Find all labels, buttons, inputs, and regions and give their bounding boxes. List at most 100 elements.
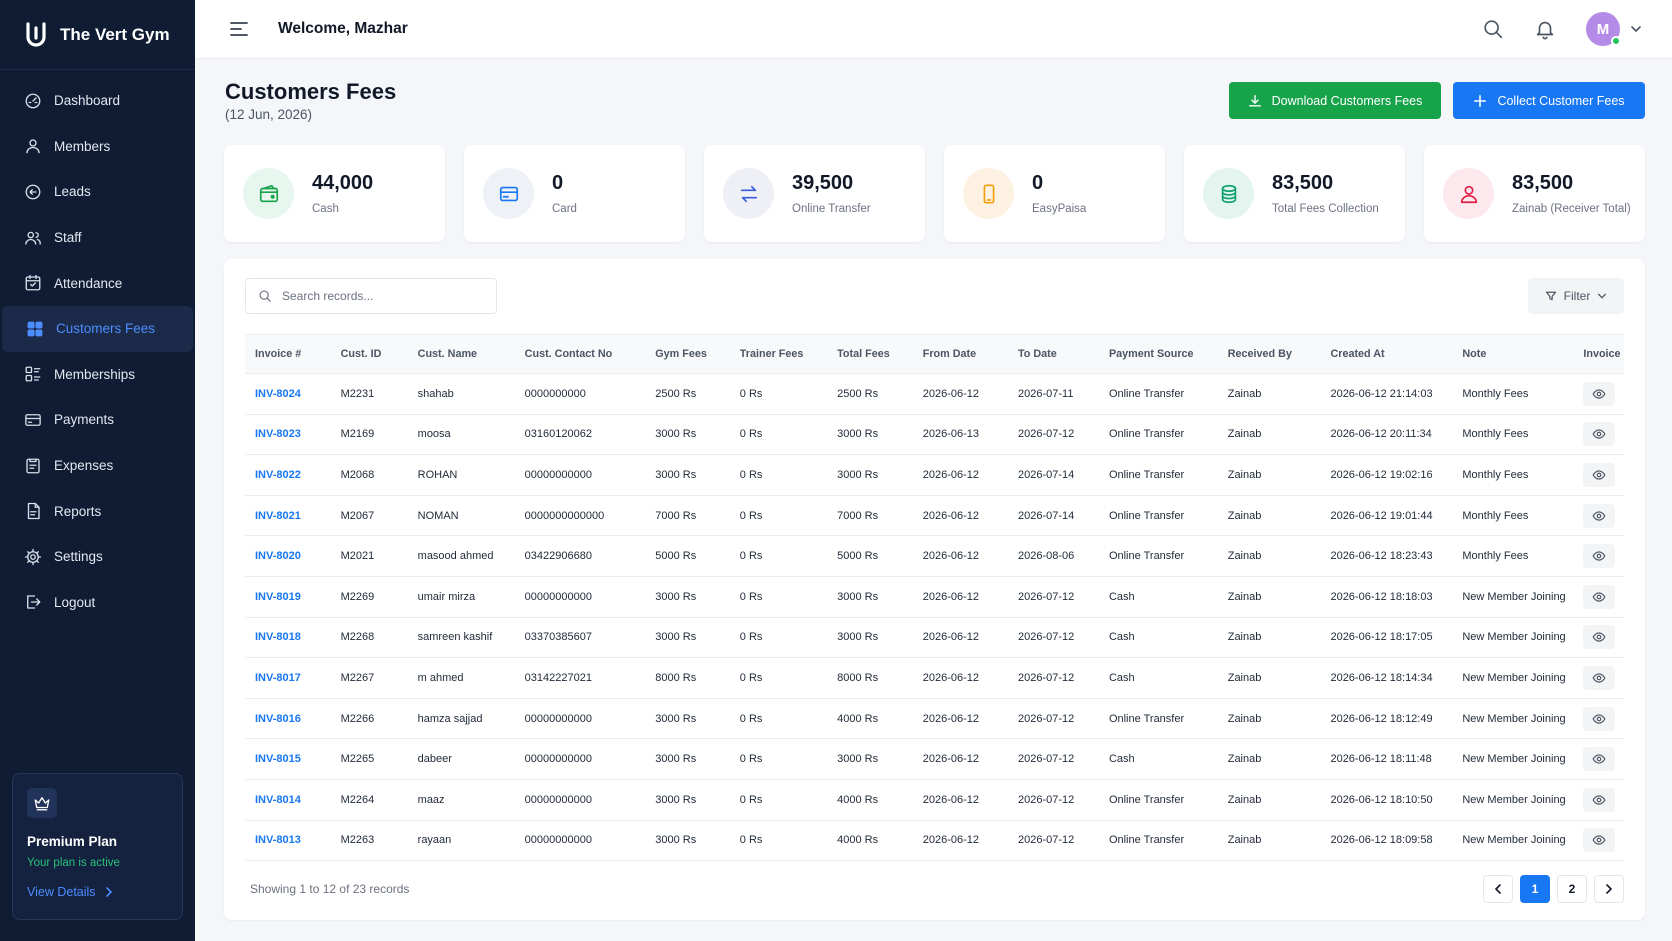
table-cell: M2264: [330, 779, 408, 821]
invoice-link[interactable]: INV-8021: [245, 495, 331, 537]
table-cell: 4000 Rs: [827, 779, 913, 821]
filter-button[interactable]: Filter: [1528, 278, 1624, 314]
sidebar-item-payments[interactable]: Payments: [0, 397, 195, 443]
stat-text: 0 EasyPaisa: [1032, 172, 1086, 215]
table-cell: Online Transfer: [1098, 373, 1218, 415]
column-header: Total Fees: [827, 334, 913, 374]
table-cell: 3000 Rs: [645, 698, 730, 740]
table-row: INV-8019 M2269 umair mirza 00000000000 3000 …: [245, 576, 1624, 618]
view-invoice-button[interactable]: [1583, 665, 1616, 690]
invoice-link[interactable]: INV-8013: [245, 820, 331, 862]
sidebar-item-reports[interactable]: Reports: [0, 488, 195, 534]
table-cell: 2026-06-12: [912, 738, 1008, 780]
stat-icon-wrap: [243, 168, 294, 219]
sidebar-item-settings[interactable]: Settings: [0, 534, 195, 580]
view-invoice-button[interactable]: [1583, 462, 1616, 487]
eye-icon: [1592, 429, 1606, 440]
invoice-link[interactable]: INV-8014: [245, 779, 331, 821]
online-status-dot: [1611, 36, 1621, 46]
table-cell: Cash: [1098, 617, 1218, 659]
table-cell: 0 Rs: [729, 576, 828, 618]
table-cell: Online Transfer: [1098, 414, 1218, 456]
table-cell: 2026-06-12: [912, 698, 1008, 740]
brand[interactable]: The Vert Gym: [0, 0, 195, 70]
eye-icon: [1592, 592, 1606, 602]
download-fees-button[interactable]: Download Customers Fees: [1229, 82, 1441, 119]
table-cell: M2268: [330, 617, 408, 659]
invoice-cell: [1573, 698, 1624, 740]
invoice-link[interactable]: INV-8023: [245, 414, 331, 456]
sidebar-item-customers-fees[interactable]: Customers Fees: [2, 305, 193, 352]
invoice-cell: [1573, 576, 1624, 618]
collect-fees-button[interactable]: Collect Customer Fees: [1453, 82, 1645, 119]
search-box[interactable]: [245, 278, 497, 314]
chevron-down-icon[interactable]: [1630, 23, 1642, 35]
plan-title: Premium Plan: [27, 834, 118, 849]
table-cell: 2026-06-12: [912, 373, 1008, 415]
table-cell: 2026-06-12 18:18:03: [1320, 576, 1457, 618]
eye-icon: [1592, 470, 1606, 480]
view-invoice-button[interactable]: [1583, 544, 1616, 569]
view-invoice-button[interactable]: [1583, 584, 1616, 609]
table-cell: New Member Joining: [1456, 779, 1574, 821]
table-cell: 03142227021: [514, 657, 646, 699]
memberships-icon: [25, 366, 41, 382]
bell-icon[interactable]: [1534, 18, 1556, 40]
table-cell: 4000 Rs: [827, 820, 913, 862]
table-cell: 8000 Rs: [645, 657, 730, 699]
prev-page-button[interactable]: [1483, 875, 1513, 903]
attendance-icon: [25, 274, 41, 291]
table-cell: 2026-06-12: [912, 454, 1008, 496]
page-button[interactable]: 2: [1557, 875, 1587, 903]
view-invoice-button[interactable]: [1583, 706, 1616, 731]
sidebar-item-attendance[interactable]: Attendance: [0, 260, 195, 306]
view-invoice-button[interactable]: [1583, 503, 1616, 528]
sidebar-item-memberships[interactable]: Memberships: [0, 352, 195, 398]
invoice-link[interactable]: INV-8024: [245, 373, 331, 415]
invoice-link[interactable]: INV-8018: [245, 617, 331, 659]
eye-icon: [1592, 551, 1606, 561]
avatar[interactable]: M: [1586, 12, 1621, 46]
table-cell: 2026-07-12: [1007, 738, 1099, 780]
table-cell: moosa: [407, 414, 515, 456]
stat-text: 39,500 Online Transfer: [792, 172, 871, 215]
page-button[interactable]: 1: [1520, 875, 1550, 903]
invoice-link[interactable]: INV-8022: [245, 454, 331, 496]
sidebar-item-logout[interactable]: Logout: [0, 580, 195, 626]
sidebar-item-members[interactable]: Members: [0, 124, 195, 170]
search-icon[interactable]: [1482, 18, 1504, 40]
view-invoice-button[interactable]: [1583, 828, 1616, 853]
table-cell: 00000000000: [514, 738, 646, 780]
invoice-cell: [1573, 373, 1624, 415]
table-cell: 2026-06-12: [912, 535, 1008, 577]
table-cell: 2026-08-06: [1007, 535, 1099, 577]
menu-icon[interactable]: [228, 18, 250, 40]
table-cell: Zainab: [1217, 535, 1321, 577]
table-cell: 2026-06-12 19:02:16: [1320, 454, 1457, 496]
invoice-link[interactable]: INV-8019: [245, 576, 331, 618]
next-page-button[interactable]: [1594, 875, 1624, 903]
search-input[interactable]: [282, 289, 482, 303]
invoice-link[interactable]: INV-8016: [245, 698, 331, 740]
sidebar-item-staff[interactable]: Staff: [0, 215, 195, 261]
wallet-icon: [259, 184, 278, 202]
invoice-link[interactable]: INV-8015: [245, 738, 331, 780]
sidebar-item-dashboard[interactable]: Dashboard: [0, 78, 195, 124]
view-invoice-button[interactable]: [1583, 422, 1616, 447]
table-cell: 2026-06-12 18:17:05: [1320, 617, 1457, 659]
invoice-link[interactable]: INV-8020: [245, 535, 331, 577]
table-cell: 3000 Rs: [645, 779, 730, 821]
sidebar-item-leads[interactable]: Leads: [0, 169, 195, 215]
table-cell: ROHAN: [407, 454, 515, 496]
table-cell: New Member Joining: [1456, 617, 1574, 659]
view-invoice-button[interactable]: [1583, 381, 1616, 406]
view-invoice-button[interactable]: [1583, 747, 1616, 772]
column-header: Invoice #: [245, 334, 331, 374]
sidebar-item-expenses[interactable]: Expenses: [0, 443, 195, 489]
view-invoice-button[interactable]: [1583, 787, 1616, 812]
view-invoice-button[interactable]: [1583, 625, 1616, 650]
stat-label: Cash: [312, 203, 339, 215]
view-details-link[interactable]: View Details: [27, 885, 168, 899]
invoice-link[interactable]: INV-8017: [245, 657, 331, 699]
table-cell: Online Transfer: [1098, 535, 1218, 577]
